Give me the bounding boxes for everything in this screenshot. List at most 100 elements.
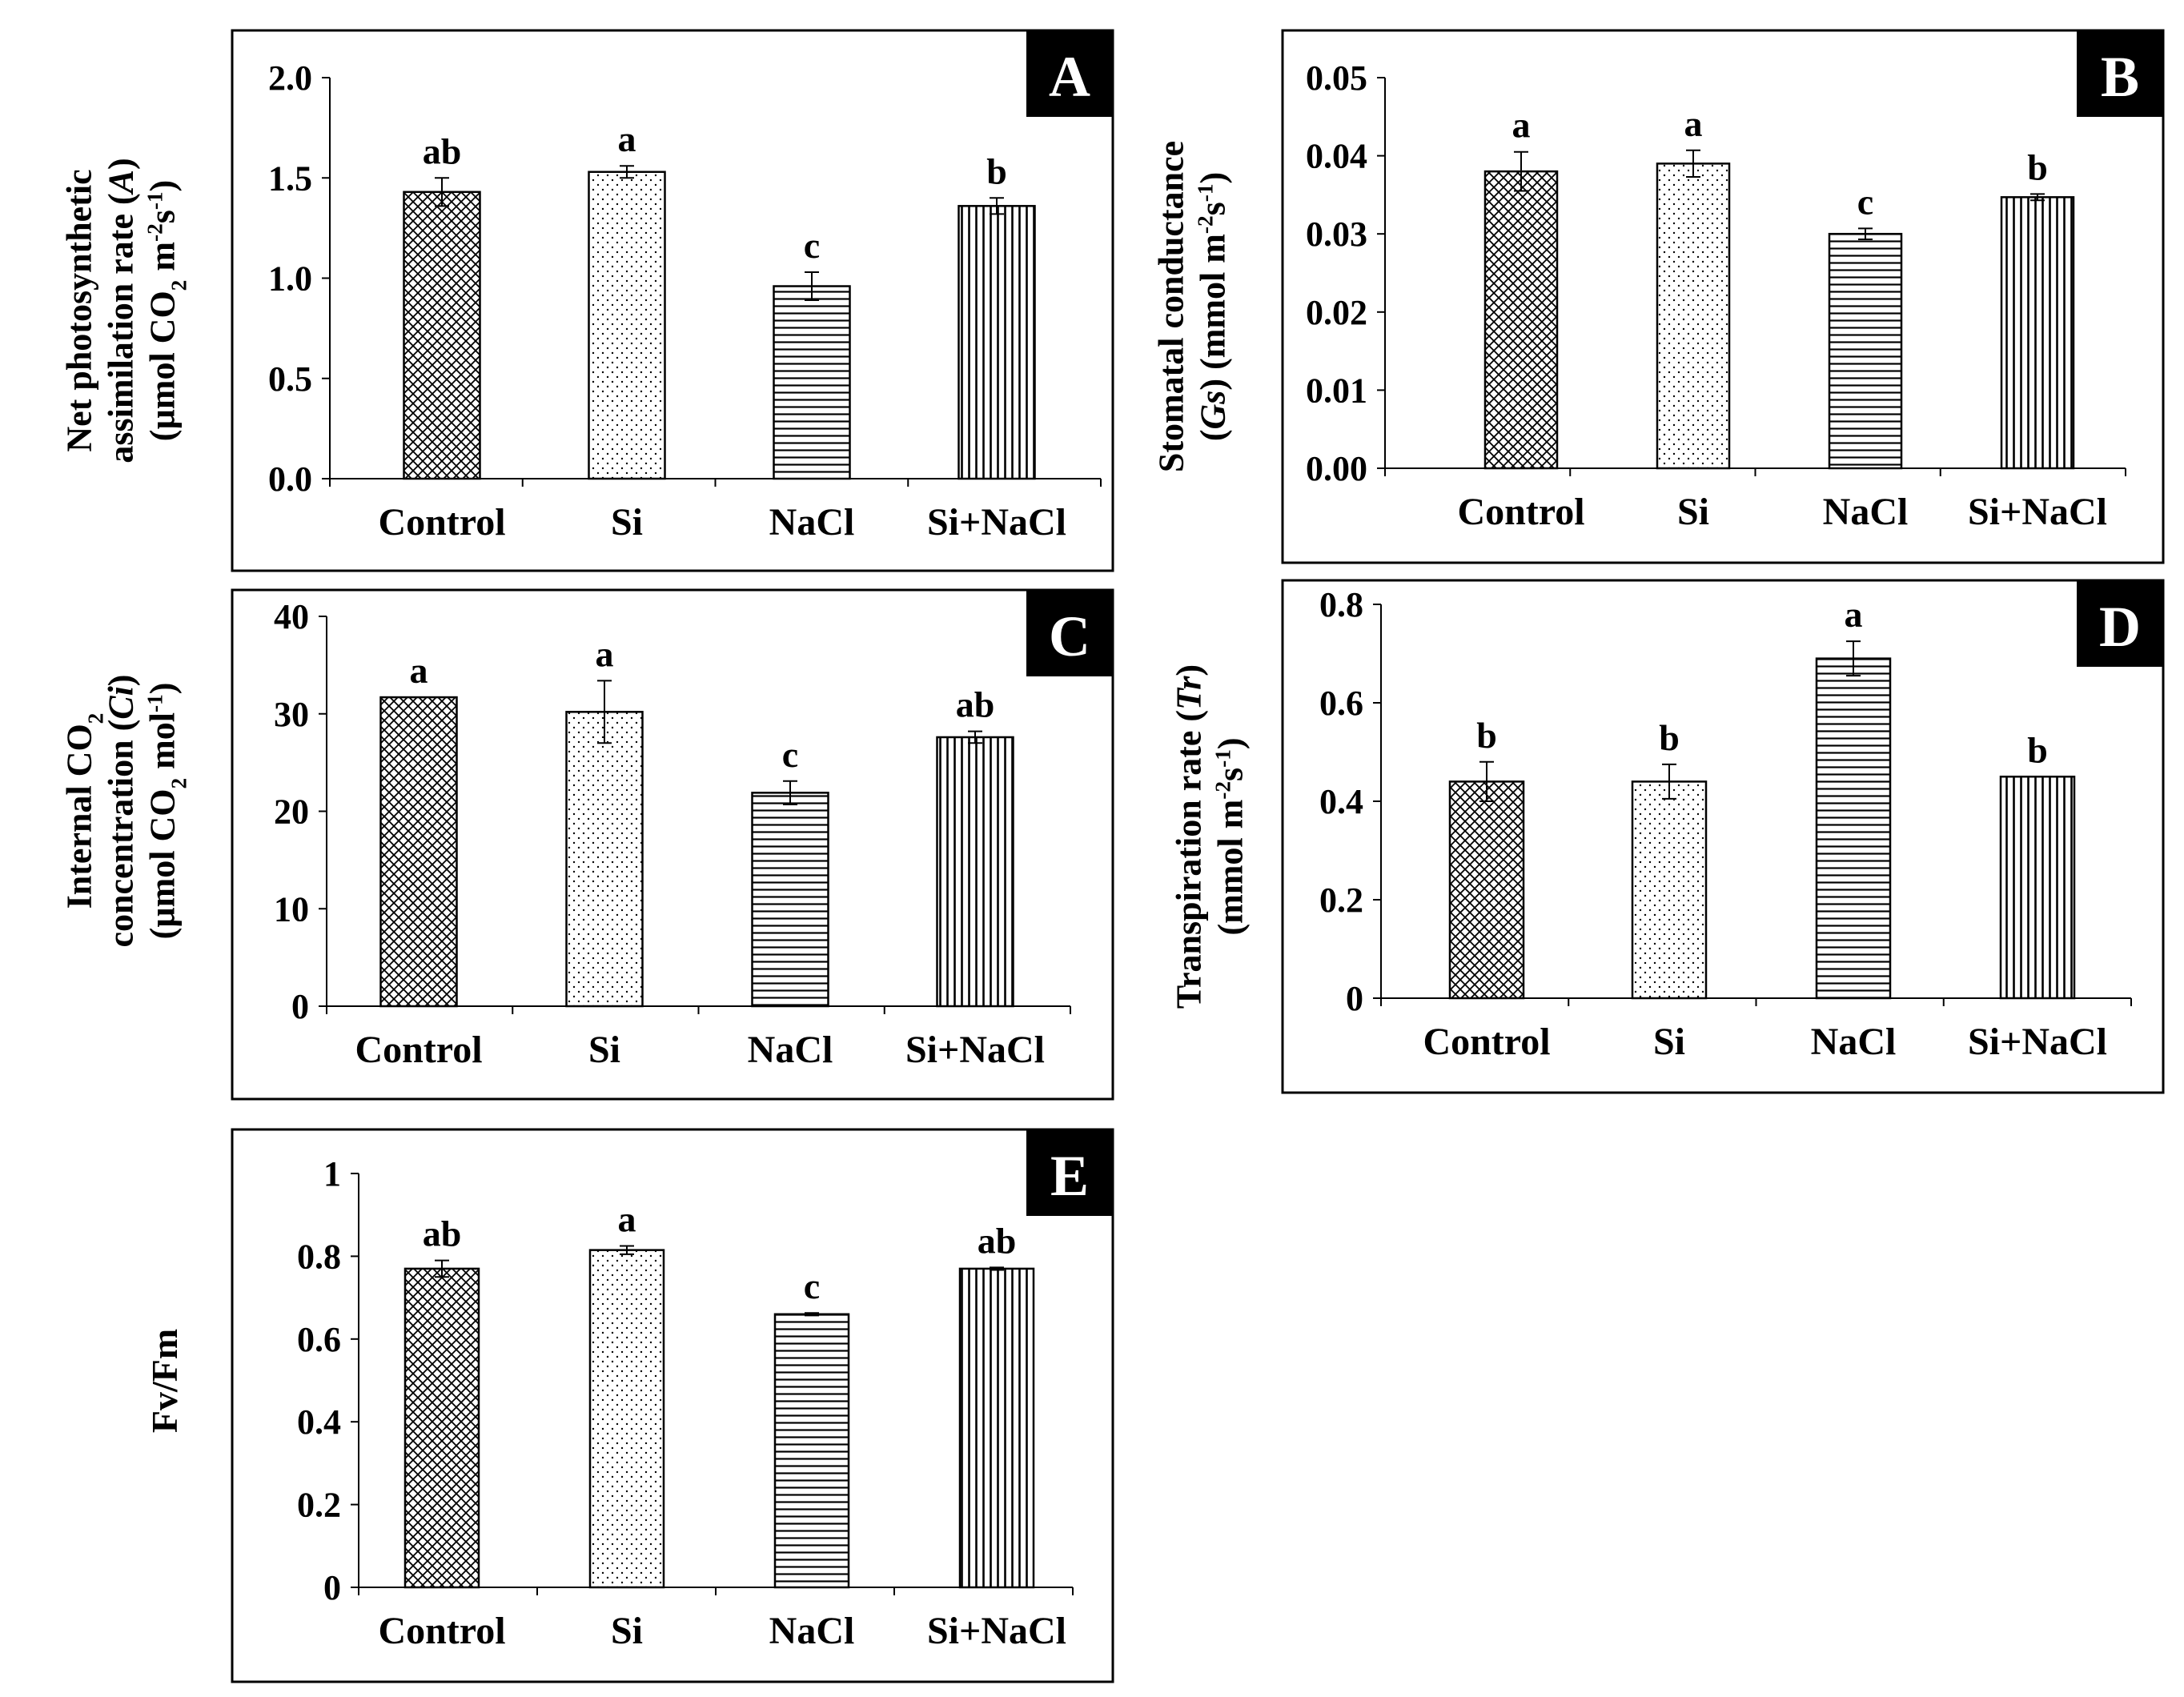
- y-tick-label: 0.03: [1306, 215, 1367, 254]
- y-tick-label: 0.8: [1319, 585, 1363, 624]
- x-tick-label: NaCl: [1811, 1021, 1897, 1063]
- y-axis-label-line: Net photosynthetic: [59, 169, 98, 451]
- panel-label: D: [2099, 595, 2141, 659]
- y-tick-label: 0.4: [1319, 782, 1363, 821]
- x-tick-label: Control: [378, 1610, 505, 1652]
- y-tick-label: 0.01: [1306, 371, 1367, 410]
- panel-label-badge: [1026, 30, 1113, 117]
- x-tick-label: Control: [378, 501, 505, 544]
- significance-letter: ab: [423, 130, 462, 171]
- x-tick-label: NaCl: [1823, 491, 1909, 533]
- x-tick-label: NaCl: [769, 501, 855, 544]
- x-tick-label: Control: [355, 1029, 482, 1071]
- y-tick-label: 0.02: [1306, 293, 1367, 332]
- panel-label-badge: [2077, 30, 2163, 117]
- bar-si-nacl: [2000, 196, 2075, 470]
- significance-letter: c: [1857, 181, 1873, 222]
- x-tick-label: Si+NaCl: [905, 1029, 1045, 1071]
- significance-letter: c: [804, 225, 820, 266]
- y-axis-label: Transpiration rate (Tr)(mmol m-2s-1): [1169, 664, 1250, 1009]
- significance-letter: a: [410, 650, 428, 691]
- y-tick-label: 0.6: [297, 1320, 341, 1359]
- bar-si: [588, 171, 666, 480]
- x-tick-label: Si: [1677, 491, 1709, 533]
- panel-frame: [1281, 579, 2165, 1094]
- x-tick-label: NaCl: [769, 1610, 855, 1652]
- panel-label-badge: [2077, 580, 2163, 667]
- panel-frame: [231, 588, 1114, 1101]
- error-bar: [805, 271, 819, 302]
- error-bar: [1846, 640, 1861, 677]
- x-tick-label: NaCl: [748, 1029, 833, 1071]
- y-axis-label-line: Transpiration rate (Tr): [1169, 664, 1208, 1009]
- y-tick-label: 0.0: [268, 459, 312, 499]
- significance-letter: b: [986, 150, 1007, 191]
- panel-label: B: [2101, 45, 2139, 109]
- significance-letter: b: [1476, 715, 1497, 756]
- bar-si: [1631, 780, 1708, 1000]
- y-axis-label-line: (µmol CO2 m-2s-1): [143, 180, 191, 441]
- error-bar: [968, 730, 982, 744]
- panel-label-badge: [1026, 590, 1113, 676]
- significance-letter: a: [596, 633, 614, 674]
- bar-control: [1448, 780, 1525, 1000]
- error-bar: [1858, 227, 1873, 241]
- error-bar: [2030, 193, 2045, 202]
- bar-si-nacl: [1999, 776, 2076, 1000]
- panel-a: A 0.0 0.5 1.0 1.5 2.0 ab Control a Si c NaCl b Si+NaC…: [59, 29, 1114, 572]
- x-tick-label: Si: [611, 1610, 643, 1652]
- bar-si: [1656, 162, 1731, 470]
- x-tick-label: Si+NaCl: [927, 501, 1066, 544]
- bar-control: [1483, 170, 1559, 470]
- error-bar: [783, 780, 797, 805]
- y-tick-label: 0: [323, 1568, 341, 1607]
- bar-control: [379, 696, 458, 1008]
- significance-letter: ab: [978, 1220, 1017, 1261]
- panel-frame: [1281, 29, 2165, 564]
- bar-control: [403, 1267, 480, 1589]
- y-tick-label: 2.0: [268, 58, 312, 98]
- x-tick-label: Si+NaCl: [1968, 491, 2107, 533]
- y-tick-label: 20: [274, 792, 309, 832]
- panel-frame: [231, 29, 1114, 572]
- y-tick-label: 1: [323, 1154, 341, 1194]
- significance-letter: c: [804, 1266, 820, 1306]
- y-axis-label-line: concentration (Ci): [101, 675, 140, 948]
- x-tick-label: Si+NaCl: [927, 1610, 1066, 1652]
- error-bar: [1686, 149, 1700, 178]
- panel-b: B 0.00 0.01 0.02 0.03 0.04 0.05 a Control a Si c NaC…: [1151, 29, 2165, 564]
- significance-letter: b: [2027, 729, 2048, 770]
- y-tick-label: 0: [1346, 979, 1363, 1018]
- bar-si-nacl: [936, 736, 1014, 1008]
- panel-label: C: [1049, 604, 1090, 668]
- y-axis-label-line: Stomatal conductance: [1151, 141, 1190, 472]
- y-axis-label-line: (mmol m-2s-1): [1210, 737, 1250, 935]
- error-bar: [805, 1312, 819, 1317]
- x-tick-label: Si: [1653, 1021, 1685, 1063]
- panel-d: D 0 0.2 0.4 0.6 0.8 b Control b Si a NaCl b Si+NaCl Tr…: [1169, 579, 2165, 1094]
- significance-letter: b: [2027, 146, 2048, 187]
- bar-si-nacl: [958, 1267, 1035, 1589]
- y-tick-label: 0.8: [297, 1237, 341, 1276]
- y-tick-label: 1.0: [268, 259, 312, 299]
- y-tick-label: 30: [274, 695, 309, 734]
- y-tick-label: 1.5: [268, 158, 312, 198]
- y-tick-label: 10: [274, 889, 309, 929]
- bar-si: [588, 1249, 665, 1589]
- significance-letter: a: [618, 118, 636, 159]
- y-tick-label: 0.4: [297, 1402, 341, 1442]
- x-tick-label: Control: [1457, 491, 1584, 533]
- significance-letter: a: [1845, 594, 1863, 635]
- error-bar: [990, 1266, 1004, 1271]
- y-axis-label-line: Fv/Fm: [144, 1329, 185, 1433]
- significance-letter: c: [782, 734, 798, 775]
- bar-si-nacl: [958, 205, 1036, 480]
- y-tick-label: 40: [274, 597, 309, 636]
- error-bar: [620, 165, 634, 179]
- bar-si: [565, 711, 644, 1008]
- error-bar: [597, 680, 612, 744]
- bar-nacl: [1815, 657, 1892, 1000]
- error-bar: [990, 197, 1004, 215]
